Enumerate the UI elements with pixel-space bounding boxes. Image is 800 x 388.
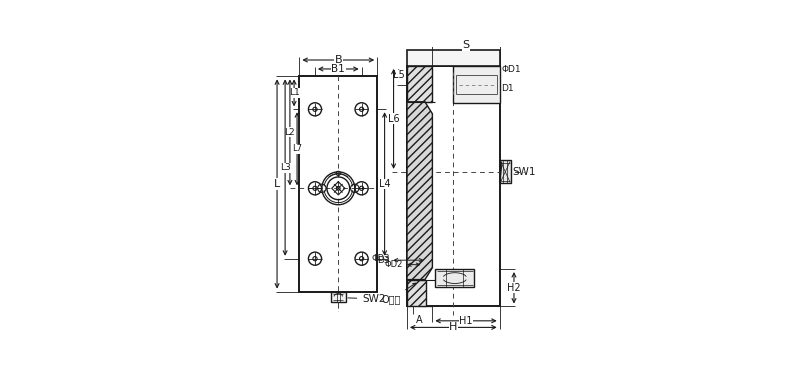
Polygon shape xyxy=(407,102,433,280)
Text: L5: L5 xyxy=(393,70,405,80)
Text: H: H xyxy=(449,322,458,333)
Circle shape xyxy=(337,187,340,190)
Text: B1: B1 xyxy=(331,64,345,74)
Text: L3: L3 xyxy=(280,163,290,172)
Bar xyxy=(407,280,426,307)
Text: ΦD2: ΦD2 xyxy=(385,260,403,269)
Text: L6: L6 xyxy=(388,114,399,124)
Bar xyxy=(407,66,500,307)
Text: S: S xyxy=(462,40,470,50)
Text: A: A xyxy=(416,315,422,325)
Text: O型圈: O型圈 xyxy=(382,283,416,304)
Bar xyxy=(331,291,346,302)
Text: SW1: SW1 xyxy=(513,167,536,177)
Bar xyxy=(299,76,377,291)
Text: D3: D3 xyxy=(377,256,390,265)
Polygon shape xyxy=(486,66,500,103)
Bar xyxy=(454,66,500,103)
Text: H2: H2 xyxy=(507,283,521,293)
Text: L: L xyxy=(274,179,280,189)
Text: L1: L1 xyxy=(289,88,299,97)
Text: SW2: SW2 xyxy=(348,294,386,304)
Text: B: B xyxy=(334,55,342,65)
Text: ΦD1: ΦD1 xyxy=(501,65,521,74)
Bar xyxy=(407,50,500,66)
Text: ΦD3: ΦD3 xyxy=(371,254,390,263)
Bar xyxy=(407,66,433,102)
Text: D1: D1 xyxy=(501,84,514,93)
Bar xyxy=(500,161,511,183)
Bar xyxy=(435,269,474,287)
Text: L7: L7 xyxy=(292,144,302,153)
Text: H1: H1 xyxy=(459,316,473,326)
Text: L4: L4 xyxy=(378,179,390,189)
Text: L2: L2 xyxy=(285,128,295,137)
